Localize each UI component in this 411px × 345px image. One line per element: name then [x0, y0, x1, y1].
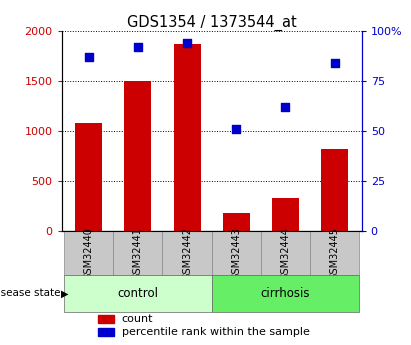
Text: cirrhosis: cirrhosis — [261, 287, 310, 300]
Text: ▶: ▶ — [61, 288, 69, 298]
Point — [233, 127, 240, 132]
Bar — [173, 44, 201, 231]
Bar — [261, 231, 310, 275]
Bar — [64, 275, 212, 312]
Text: GSM32440: GSM32440 — [84, 227, 94, 280]
Title: GDS1354 / 1373544_at: GDS1354 / 1373544_at — [127, 15, 297, 31]
Bar — [64, 231, 113, 275]
Point — [282, 105, 289, 110]
Bar — [125, 81, 151, 231]
Bar — [321, 149, 348, 231]
Bar — [113, 231, 162, 275]
Bar — [98, 315, 114, 323]
Text: GSM32444: GSM32444 — [280, 227, 291, 280]
Point — [331, 60, 338, 66]
Text: GSM32442: GSM32442 — [182, 227, 192, 280]
Bar — [212, 231, 261, 275]
Bar — [223, 213, 250, 231]
Text: count: count — [122, 314, 153, 324]
Text: percentile rank within the sample: percentile rank within the sample — [122, 327, 309, 337]
Text: GSM32445: GSM32445 — [330, 227, 339, 280]
Text: GSM32443: GSM32443 — [231, 227, 241, 280]
Bar — [75, 123, 102, 231]
Point — [134, 44, 141, 50]
Text: GSM32441: GSM32441 — [133, 227, 143, 280]
Bar — [272, 198, 299, 231]
Bar — [162, 231, 212, 275]
Text: disease state: disease state — [0, 288, 61, 298]
Text: control: control — [118, 287, 158, 300]
Point — [85, 54, 92, 60]
Bar — [98, 328, 114, 336]
Bar — [310, 231, 359, 275]
Bar — [212, 275, 359, 312]
Point — [184, 40, 190, 46]
